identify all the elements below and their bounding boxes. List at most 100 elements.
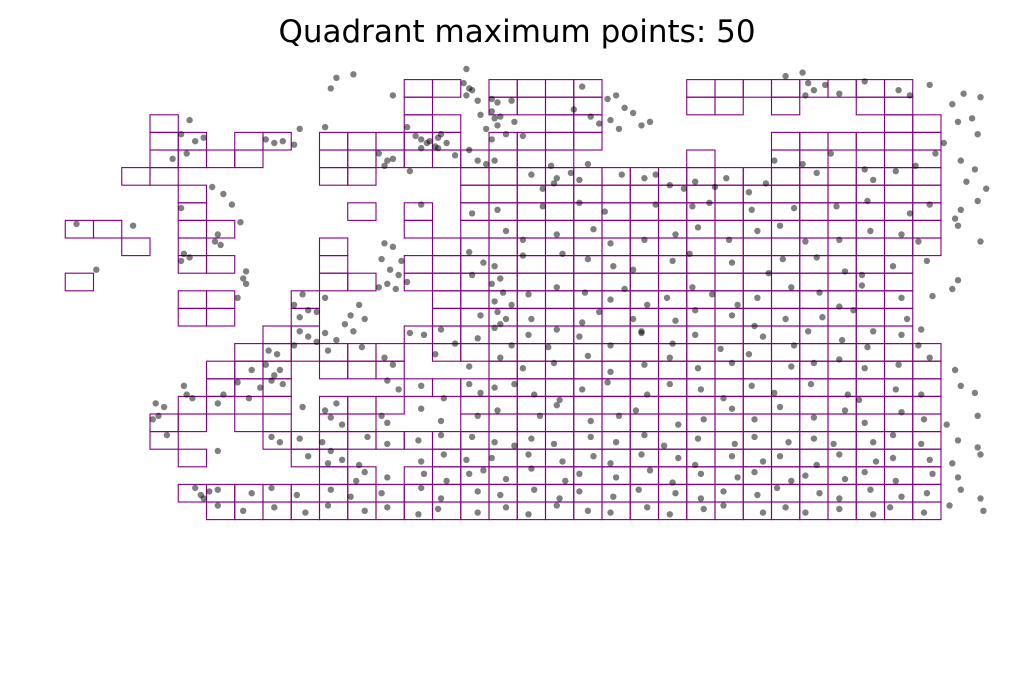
data-point [867,486,874,493]
quadrant-cell [770,79,801,98]
data-point [434,145,442,152]
quadrant-cell [629,272,660,292]
quadrant-cell [883,114,914,133]
quadrant-cell [601,184,631,204]
data-point [559,250,566,257]
quadrant-cell [912,114,942,133]
data-point [827,150,834,157]
data-point [672,317,679,324]
quadrant-cell [516,501,547,521]
data-point [488,454,495,462]
quadrant-cell [855,360,886,380]
data-point [700,416,707,423]
quadrant-cell [64,272,95,292]
data-point [692,331,699,338]
data-point [615,125,623,133]
data-point [912,162,919,169]
data-point [214,502,221,509]
data-point [333,400,340,407]
data-point [822,81,829,89]
quadrant-cell [403,466,434,485]
data-point [468,87,476,94]
data-point [802,472,809,479]
quadrant-cell [912,413,942,433]
quadrant-cell [205,360,236,380]
data-point [321,123,329,131]
quadrant-cell [714,272,744,292]
quadrant-cell [770,237,801,257]
quadrant-cell [431,114,462,133]
data-point [861,78,868,85]
quadrant-cell [318,343,349,362]
data-point [268,484,275,492]
data-point [663,294,671,301]
data-point [689,284,696,291]
data-point [502,475,510,483]
data-point [415,437,422,444]
data-point [632,407,640,414]
data-point [361,315,368,323]
data-point [214,231,221,238]
data-point [434,505,442,513]
data-point [403,278,411,286]
data-point [296,328,303,335]
data-point [644,301,651,309]
quadrant-cell [742,395,773,415]
data-point [200,134,207,141]
data-point [870,328,877,335]
quadrant-cell [686,360,716,380]
quadrant-cell [629,448,660,468]
quadrant-cell [770,167,801,186]
quadrant-cell [657,290,688,309]
data-point [926,81,933,89]
data-point [652,171,659,178]
data-point [553,502,560,509]
quadrant-cell [544,79,575,98]
quadrant-cell [714,96,744,116]
data-point [785,439,792,446]
quadrant-cell [318,131,349,151]
data-point [262,136,269,143]
data-point [918,440,925,448]
data-point [918,391,925,398]
quadrant-cell [544,466,575,485]
data-point [920,416,928,423]
data-point [615,412,623,419]
data-point [734,301,741,309]
data-point [590,453,597,460]
quadrant-cell [601,167,631,186]
data-point [355,461,363,469]
data-point [313,308,320,316]
data-point [610,493,617,500]
quadrant-cell [234,131,264,151]
data-point [833,203,840,210]
data-point [872,458,880,465]
quadrant-cell [827,184,857,204]
data-point [468,210,476,217]
quadrant-cell [657,395,688,415]
data-point [889,263,897,270]
data-point [666,511,673,518]
data-point [771,389,778,397]
data-point [802,509,809,516]
data-point [977,451,984,458]
quadrant-cell [573,360,603,380]
data-point [245,395,253,402]
quadrant-cell [318,255,349,274]
quadrant-cell [770,131,801,151]
data-point [697,495,705,502]
data-point [813,169,820,177]
data-point [870,511,877,518]
quadrant-cell [431,483,462,503]
data-point [584,160,592,168]
data-point [923,490,931,497]
data-point [491,157,498,164]
data-point [762,180,770,187]
data-point [497,275,504,282]
data-point [279,380,286,388]
quadrant-cell [92,219,123,239]
quadrant-cell [827,219,857,239]
data-point [728,259,736,266]
quadrant-cell [799,167,829,186]
data-point [412,132,419,140]
